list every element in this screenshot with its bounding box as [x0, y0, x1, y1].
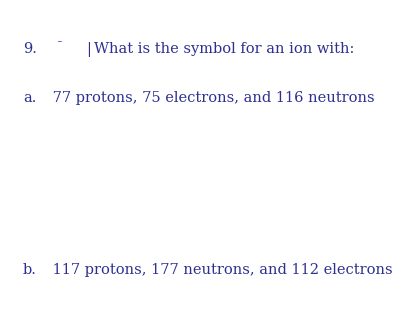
Text: 9.: 9.: [23, 42, 37, 56]
Text: What is the symbol for an ion with:: What is the symbol for an ion with:: [94, 42, 355, 56]
Text: 77 protons, 75 electrons, and 116 neutrons: 77 protons, 75 electrons, and 116 neutro…: [48, 91, 375, 105]
Text: ¯: ¯: [57, 41, 63, 54]
Text: b.: b.: [23, 263, 37, 277]
Text: 117 protons, 177 neutrons, and 112 electrons: 117 protons, 177 neutrons, and 112 elect…: [48, 263, 393, 277]
Text: a.: a.: [23, 91, 37, 105]
Text: |: |: [86, 42, 91, 57]
